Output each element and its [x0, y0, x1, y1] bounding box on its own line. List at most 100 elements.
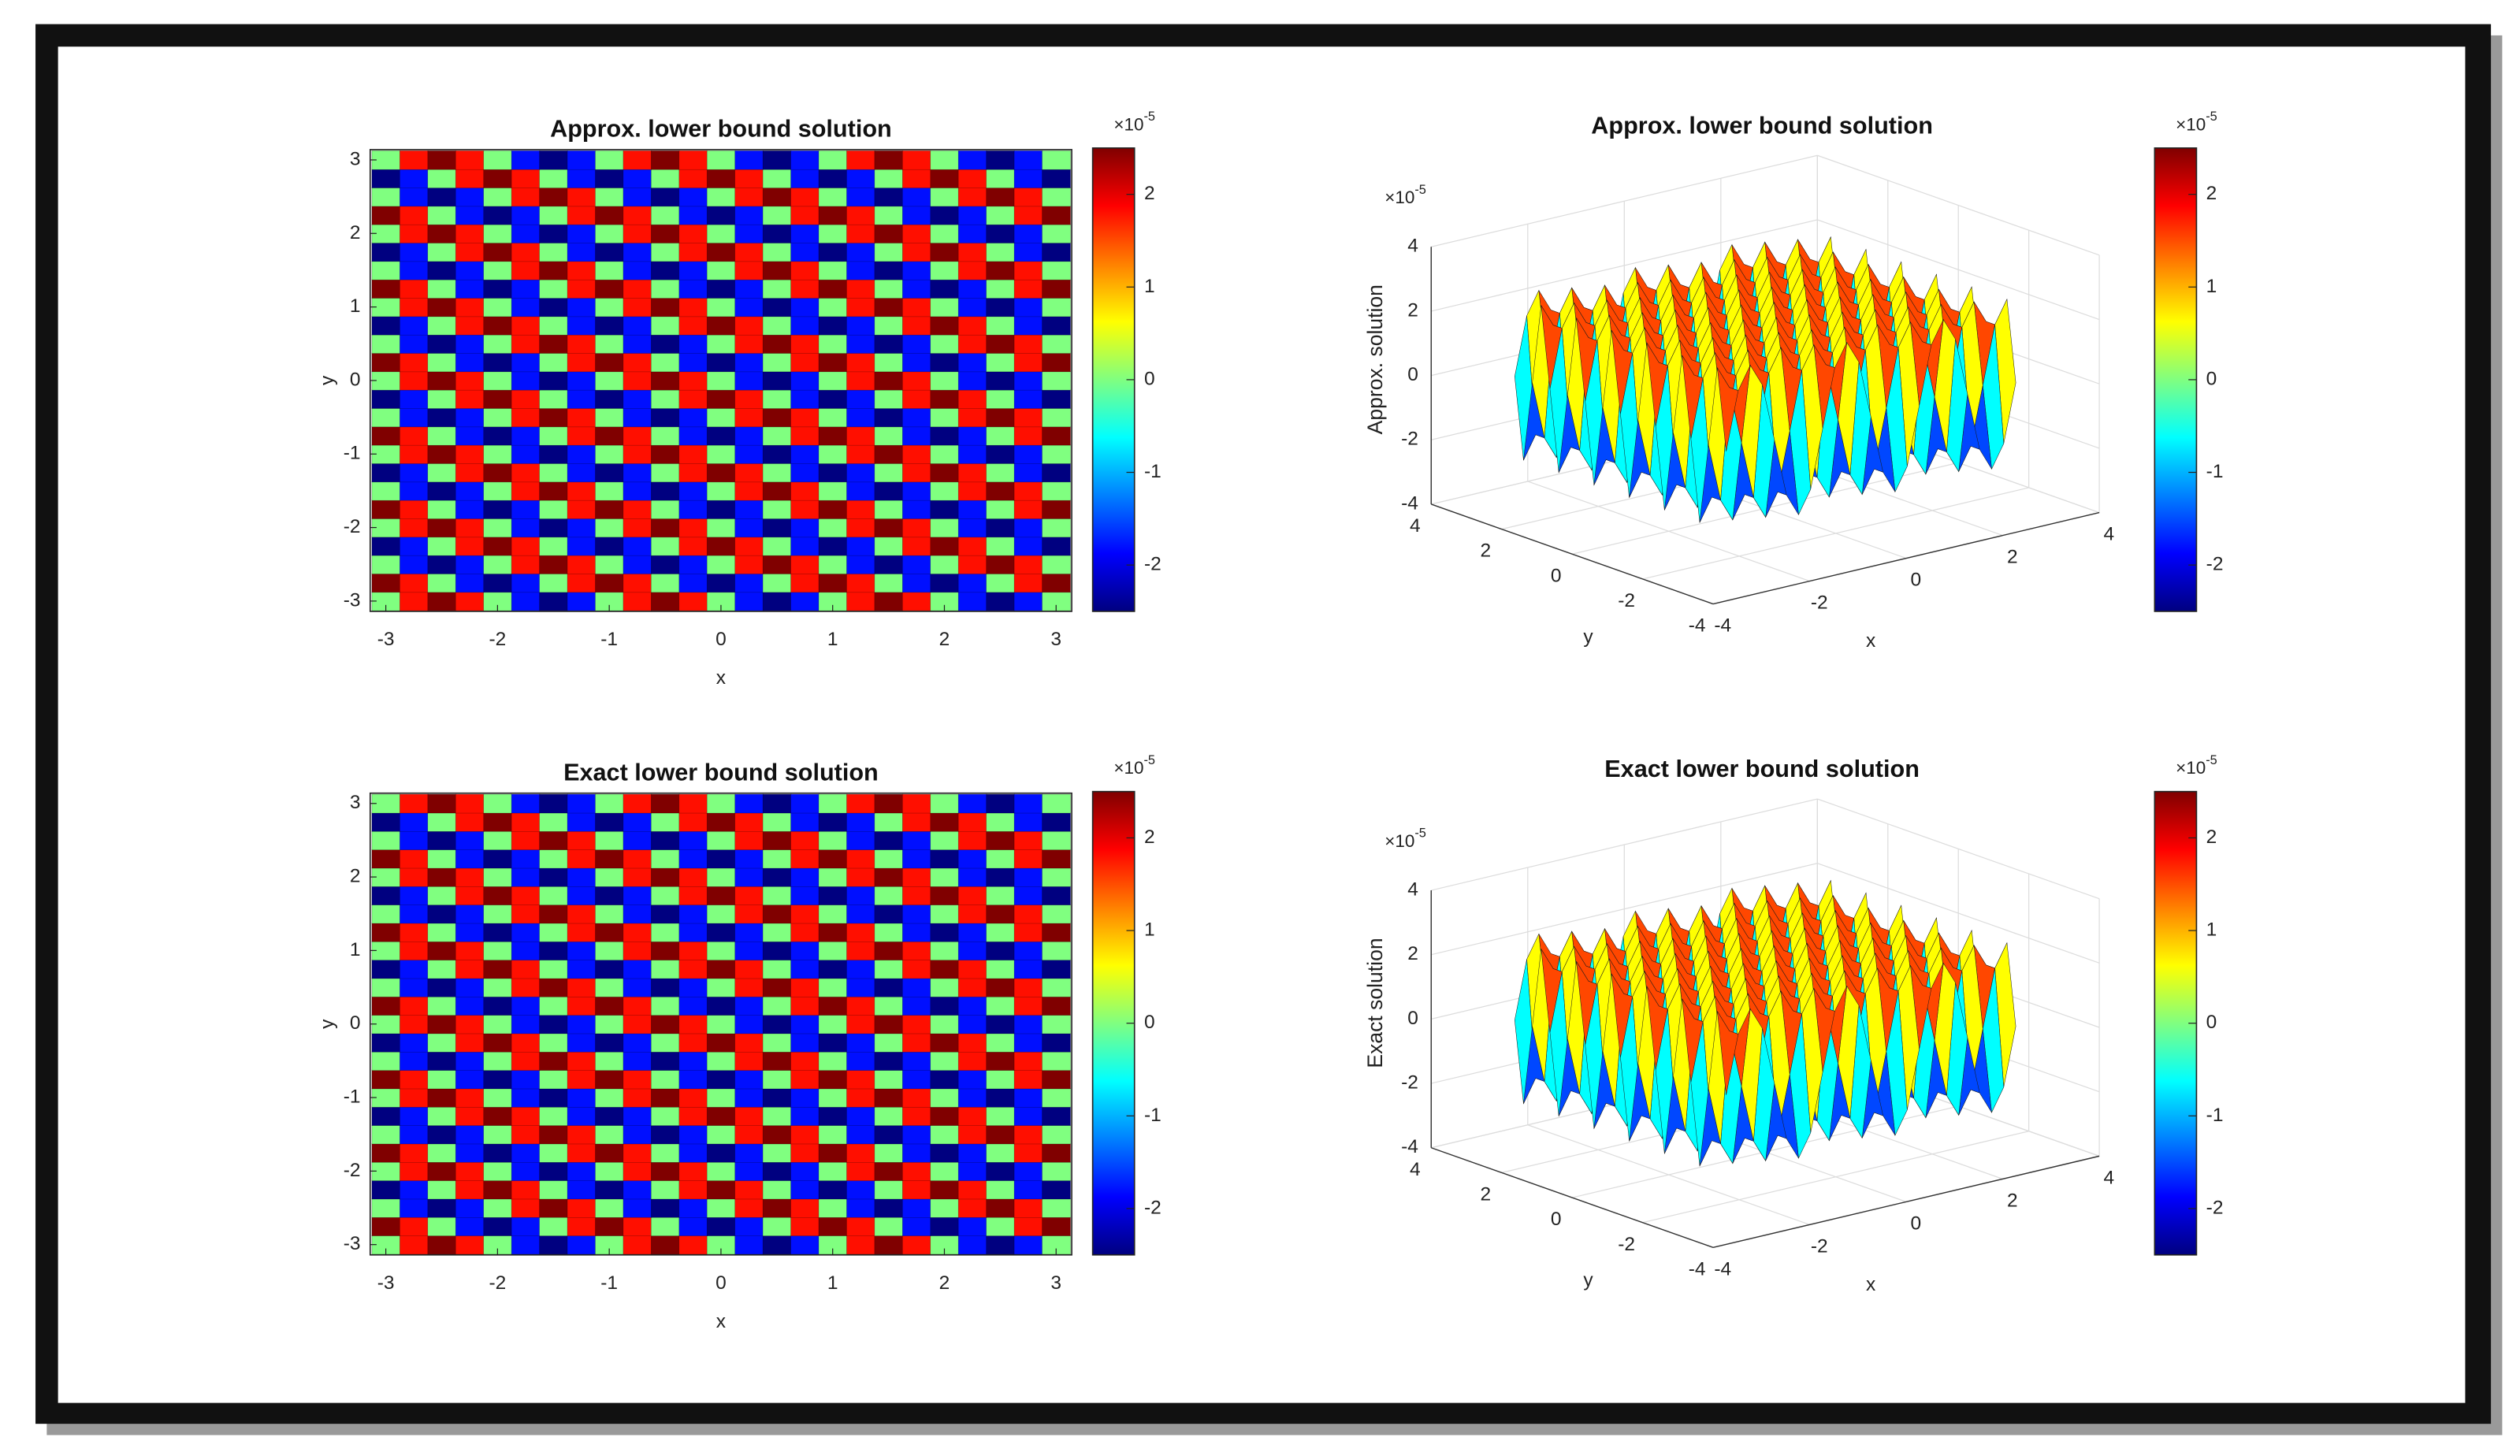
heatmap-cell	[595, 978, 624, 997]
heatmap-cell	[1042, 536, 1071, 556]
heatmap-cell	[986, 334, 1015, 354]
heatmap-cell	[930, 1216, 960, 1236]
heatmap-cell	[762, 315, 792, 336]
heatmap-cell	[874, 886, 904, 905]
heatmap-cell	[762, 205, 792, 225]
heatmap-cell	[846, 481, 875, 501]
heatmap-cell	[1013, 1106, 1043, 1126]
heatmap-cell	[930, 297, 960, 318]
heatmap-cell	[846, 169, 875, 188]
heatmap-cell	[623, 407, 652, 428]
heatmap-cell	[706, 959, 736, 979]
heatmap-cell	[762, 555, 792, 574]
heatmap-cell	[902, 555, 931, 574]
heatmap-cell	[567, 150, 597, 170]
heatmap-cell	[1013, 389, 1043, 409]
heatmap-cell	[902, 370, 931, 391]
heatmap-cell	[846, 830, 875, 851]
x-tick-label: 4	[2104, 524, 2115, 545]
heatmap-cell	[427, 462, 457, 483]
heatmap-cell	[678, 425, 708, 446]
heatmap-cell	[1013, 242, 1043, 262]
heatmap-cell	[623, 812, 652, 832]
heatmap-cell	[930, 425, 960, 446]
heatmap-cell	[678, 352, 708, 373]
heatmap-cell	[986, 150, 1015, 170]
z-tick-label: -4	[1401, 1136, 1418, 1157]
heatmap-cell	[957, 904, 987, 924]
heatmap-cell	[511, 849, 541, 869]
heatmap-cell	[623, 481, 652, 501]
heatmap-cell	[818, 1198, 848, 1218]
heatmap-cell	[986, 1124, 1015, 1145]
heatmap-cell	[818, 462, 848, 483]
heatmap-cell	[511, 941, 541, 960]
heatmap-cell	[651, 1033, 680, 1053]
heatmap-cell	[427, 1014, 457, 1034]
heatmap-cell	[371, 205, 401, 225]
heatmap-cell	[400, 352, 429, 373]
heatmap-cell	[734, 242, 764, 262]
heatmap-cell	[986, 1106, 1015, 1126]
heatmap-cell	[427, 573, 457, 593]
heatmap-cell	[567, 1014, 597, 1034]
heatmap-cell	[483, 812, 513, 832]
heatmap-cell	[706, 1088, 736, 1108]
heatmap-cell	[651, 260, 680, 280]
heatmap-cell	[511, 352, 541, 373]
heatmap-cell	[455, 996, 485, 1016]
heatmap-cell	[567, 904, 597, 924]
heatmap-cell	[651, 591, 680, 611]
heatmap-cell	[902, 1161, 931, 1181]
heatmap-cell	[846, 407, 875, 428]
scale-exponent: -5	[1144, 110, 1156, 124]
heatmap-cell	[734, 1161, 764, 1181]
heatmap-cell	[986, 389, 1015, 409]
heatmap-cell	[567, 205, 597, 225]
heatmap-cell	[651, 425, 680, 446]
heatmap-cell	[539, 812, 568, 832]
heatmap-cell	[818, 407, 848, 428]
heatmap-cell	[455, 1069, 485, 1090]
heatmap-cell	[930, 444, 960, 464]
heatmap-cell	[734, 978, 764, 997]
heatmap-cell	[706, 996, 736, 1016]
heatmap-cell	[790, 389, 820, 409]
heatmap-cell	[455, 1179, 485, 1200]
heatmap-cell	[567, 187, 597, 207]
heatmap-cell	[957, 1106, 987, 1126]
heatmap-cell	[846, 315, 875, 336]
heatmap-cell	[986, 1198, 1015, 1218]
heatmap-cell	[846, 996, 875, 1016]
heatmap-cell	[902, 959, 931, 979]
heatmap-cell	[567, 1069, 597, 1090]
heatmap-cell	[706, 886, 736, 905]
heatmap-cell	[734, 444, 764, 464]
scale-factor: ×10-5	[2176, 110, 2217, 134]
heatmap-cell	[595, 407, 624, 428]
heatmap-cell	[874, 1143, 904, 1163]
heatmap-cell	[400, 1106, 429, 1126]
heatmap-cell	[455, 224, 485, 243]
heatmap-cell	[1042, 425, 1071, 446]
heatmap-cell	[539, 573, 568, 593]
heatmap-cell	[400, 923, 429, 942]
y-tick-label: 2	[1480, 1183, 1491, 1205]
heatmap-cell	[511, 1106, 541, 1126]
heatmap-cell	[818, 1051, 848, 1071]
heatmap-cell	[1013, 150, 1043, 170]
heatmap-cell	[734, 1014, 764, 1034]
heatmap-cell	[790, 1051, 820, 1071]
heatmap-cell	[957, 518, 987, 538]
y-tick-label: 0	[1551, 1209, 1562, 1230]
heatmap-cell	[567, 1216, 597, 1236]
heatmap-cell	[957, 923, 987, 942]
heatmap-cell	[846, 793, 875, 814]
heatmap-cell	[595, 334, 624, 354]
colorbar-tick-label: 0	[1144, 368, 1155, 389]
heatmap-cell	[651, 205, 680, 225]
heatmap-cell	[1042, 169, 1071, 188]
heatmap-cell	[734, 793, 764, 814]
heatmap-cell	[874, 941, 904, 960]
heatmap-cell	[762, 169, 792, 188]
